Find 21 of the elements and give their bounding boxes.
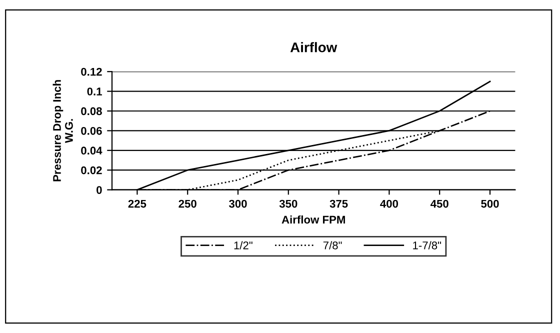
legend-label: 1-7/8" — [413, 241, 442, 250]
y-tick-label: 0.02 — [81, 166, 102, 174]
x-tick-label: 225 — [128, 200, 146, 208]
y-tick-label: 0.06 — [81, 126, 102, 135]
x-tick-label: 300 — [228, 200, 247, 208]
x-tick-label: 250 — [178, 200, 196, 208]
legend-label: 7/8" — [323, 241, 342, 250]
x-axis-title: Airflow FPM — [282, 215, 345, 224]
x-tick-label: 350 — [279, 200, 298, 208]
y-tick-label: 0.04 — [81, 146, 102, 155]
y-axis-title: Pressure Drop Inch W.G. — [52, 80, 73, 182]
x-tick-label: 375 — [330, 200, 348, 208]
legend-label: 1/2" — [234, 241, 252, 250]
x-tick-label: 500 — [481, 200, 499, 208]
x-tick-label: 400 — [380, 200, 398, 208]
y-tick-label: 0.12 — [81, 68, 102, 76]
y-tick-label: 0.1 — [87, 88, 102, 96]
chart-title: Airflow — [290, 42, 338, 52]
y-tick-label: 0.08 — [81, 107, 102, 116]
x-tick-label: 450 — [430, 200, 448, 208]
y-tick-label: 0 — [96, 186, 102, 194]
